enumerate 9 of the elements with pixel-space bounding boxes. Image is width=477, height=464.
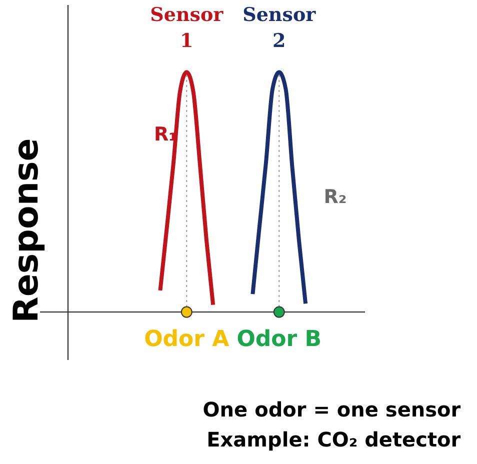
x-tick-label: Odor B bbox=[236, 327, 322, 352]
annotation: R₂ bbox=[324, 186, 347, 208]
x-tick-label: Odor A bbox=[144, 327, 230, 352]
y-axis-title: Response bbox=[6, 138, 46, 323]
text: One odor = one sensor bbox=[202, 398, 461, 422]
annotation: R₁ bbox=[154, 124, 177, 146]
text: Example: CO₂ detector bbox=[206, 428, 461, 452]
text: Sensor 1 bbox=[150, 4, 224, 52]
text: Sensor 2 bbox=[242, 4, 317, 52]
